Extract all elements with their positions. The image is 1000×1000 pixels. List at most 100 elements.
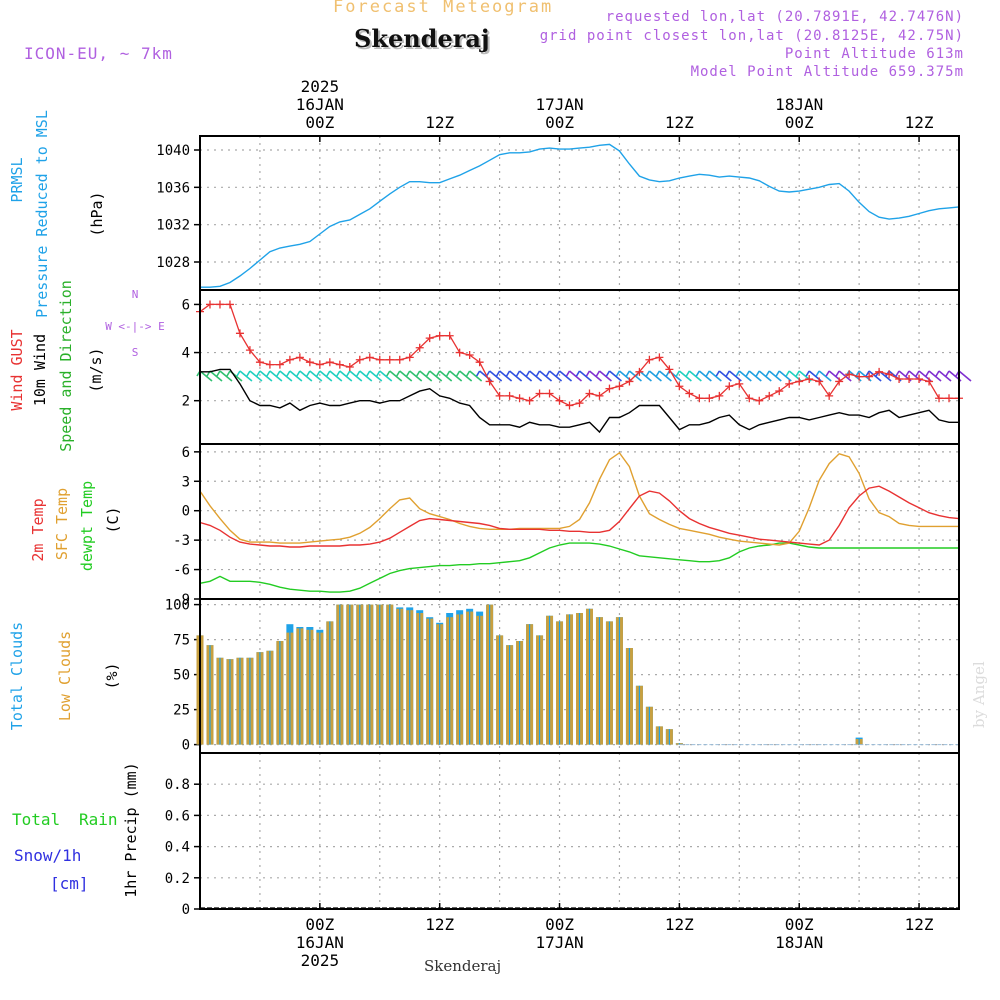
wind-gust-marker — [285, 355, 294, 364]
wind-barb-feather — [785, 370, 790, 377]
time-label-top: 00Z — [785, 113, 814, 132]
pressure-ytick-label: 1040 — [156, 143, 190, 159]
wind-gust-marker — [615, 382, 624, 391]
wind-gust-marker — [525, 396, 534, 405]
wind-barb-feather — [406, 370, 411, 377]
time-label-bottom: 12Z — [425, 915, 454, 934]
wind-barb-feather — [495, 370, 501, 377]
wind-gust-marker — [265, 360, 274, 369]
wind-gust-marker — [935, 394, 944, 403]
wind-barb — [199, 370, 213, 382]
wind-barb-feather — [465, 370, 471, 377]
time-label-top: 16JAN — [296, 95, 344, 114]
wind-barb-feather — [575, 370, 581, 377]
wind-gust-marker — [795, 377, 804, 386]
wind-barb-feather — [396, 370, 401, 377]
wind-gust-marker — [585, 389, 594, 398]
wind-barb — [209, 370, 223, 382]
wind-gust-marker — [455, 348, 464, 357]
wind-gust-marker — [435, 331, 444, 340]
wind-gust-marker — [575, 399, 584, 408]
wind-barb — [329, 370, 343, 382]
compass-north: N — [132, 288, 139, 301]
wind-gust-marker — [225, 300, 234, 309]
wind-gust-marker — [875, 367, 884, 376]
precip-ytick-label: 0.4 — [165, 840, 190, 856]
t2m-line — [199, 485, 960, 548]
wind-gust-marker — [755, 396, 764, 405]
clouds-ytick-label: 100 — [165, 598, 190, 614]
wind-gust-marker — [805, 375, 814, 384]
wind-barb-feather — [715, 370, 721, 377]
wind-barb — [958, 370, 972, 382]
wind-barb-feather — [505, 370, 511, 377]
wind-barb-feather — [346, 370, 351, 377]
time-label-bottom: 18JAN — [775, 933, 823, 952]
time-label-top: 18JAN — [775, 95, 823, 114]
wind-barb-feather — [416, 370, 421, 377]
wind-10m-label: 10m Wind — [31, 334, 49, 406]
wind-barb — [379, 370, 393, 382]
wind-barb-feather — [236, 370, 241, 377]
wind-barb-feather — [555, 370, 561, 377]
wind-barb — [459, 370, 473, 382]
wind-gust-marker — [205, 300, 214, 309]
wind-barb — [778, 370, 792, 382]
time-label-top: 00Z — [545, 113, 574, 132]
wind-ytick-label: 2 — [182, 394, 190, 410]
temperature-ytick-label: -3 — [173, 533, 190, 549]
wind-barb — [299, 370, 313, 382]
wind-barb-feather — [855, 370, 860, 377]
model-altitude: Model Point Altitude 659.375m — [690, 64, 964, 80]
total-clouds-label: Total Clouds — [8, 622, 26, 730]
wind-barb — [588, 370, 602, 382]
wind-barb-feather — [595, 370, 601, 377]
wind-barb — [698, 370, 712, 382]
wind-barb — [648, 370, 662, 382]
wind-gust-marker — [355, 355, 364, 364]
wind-gust-marker — [215, 300, 224, 309]
wind-barb — [279, 370, 293, 382]
pressure-unit-label: (hPa) — [88, 191, 106, 236]
wind-barb-feather — [895, 370, 900, 377]
wind-barb-feather — [306, 370, 311, 377]
wind-barb-feather — [296, 370, 301, 377]
dewpoint-line — [199, 542, 959, 593]
precip-rain-label: Rain — [79, 810, 118, 829]
time-label-top: 00Z — [305, 113, 334, 132]
pressure-label-msl: Pressure Reduced to MSL — [33, 110, 51, 318]
wind-barb-feather — [945, 370, 950, 377]
wind-barb — [768, 370, 782, 382]
pressure-ytick-label: 1032 — [156, 218, 190, 234]
wind-barb — [728, 370, 742, 382]
temperature-ytick-label: 6 — [182, 445, 190, 461]
wind-barb-feather — [485, 370, 491, 377]
wind-barb-feather — [815, 370, 820, 377]
wind-barb-feather — [675, 370, 681, 377]
t2m-label: 2m Temp — [29, 498, 47, 561]
wind-gust-marker — [815, 377, 824, 386]
location-title: Skenderaj — [354, 24, 490, 53]
wind-gust-marker — [235, 329, 244, 338]
wind-gust-marker — [345, 363, 354, 371]
wind-gust-marker — [545, 389, 554, 398]
wind-gust-marker — [705, 394, 714, 403]
wind-barb — [529, 370, 543, 382]
wind-barb — [339, 370, 353, 382]
wind-barb-feather — [386, 370, 391, 377]
wind-gust-marker — [565, 401, 574, 410]
wind-barb — [509, 370, 523, 382]
wind-barb-feather — [865, 370, 870, 377]
wind-barb-feather — [515, 370, 521, 377]
wind-barb-feather — [475, 370, 481, 377]
wind-barb-feather — [445, 370, 451, 377]
sfc-temp-label: SFC Temp — [53, 488, 71, 560]
wind-gust-marker — [555, 396, 564, 405]
wind-gust-marker — [785, 379, 794, 388]
wind-barb-feather — [655, 370, 661, 377]
time-label-bottom: 2025 — [301, 951, 340, 970]
sfc-temp-line — [199, 451, 959, 546]
wind-gust-marker — [765, 391, 774, 400]
wind-gust-line — [199, 303, 959, 407]
